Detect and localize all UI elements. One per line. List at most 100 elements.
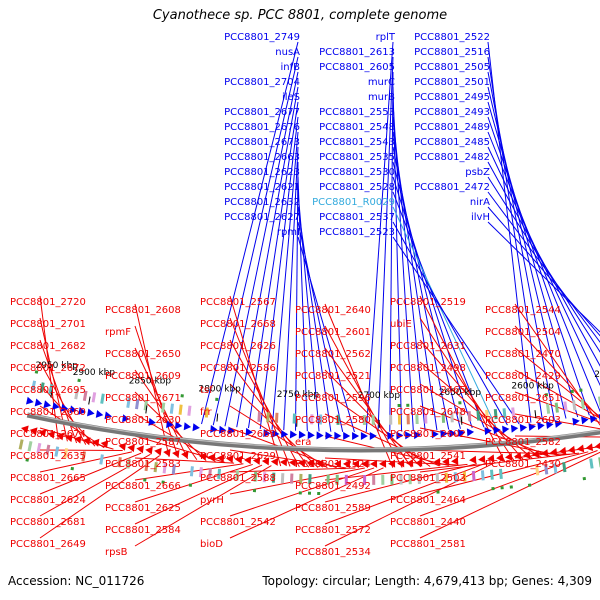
leader-line <box>419 451 589 495</box>
reverse-gene <box>306 459 315 468</box>
green-marker <box>215 397 219 402</box>
forward-gene <box>502 425 510 434</box>
forward-gene <box>589 415 598 424</box>
reverse-gene <box>496 453 504 462</box>
forward-gene <box>192 423 200 432</box>
cog-bar <box>81 451 87 462</box>
cog-bar <box>502 408 507 419</box>
forward-gene <box>449 429 457 438</box>
cog-bar <box>289 473 294 484</box>
forward-gene <box>307 431 315 440</box>
forward-gene-label: ilvH <box>471 212 490 223</box>
reverse-gene-label: PCC8801_2682 <box>10 341 86 352</box>
accession-label: Accession: NC_011726 <box>8 574 145 588</box>
forward-gene <box>405 431 413 440</box>
reverse-gene-label: PCC8801_2541 <box>390 451 466 462</box>
reverse-gene <box>74 435 82 444</box>
reverse-gene-label: PCC8801_2544 <box>485 305 561 316</box>
forward-gene <box>52 402 60 410</box>
cog-bar <box>498 468 503 480</box>
leader-line <box>39 455 161 539</box>
reverse-gene <box>100 440 109 449</box>
forward-gene <box>581 416 589 425</box>
forward-gene <box>554 420 563 428</box>
leader-line <box>212 56 299 426</box>
cog-bar <box>153 461 158 473</box>
reverse-gene <box>163 448 171 457</box>
leader-line <box>377 56 394 432</box>
reverse-gene-label: PCC8801_2596 <box>295 393 371 404</box>
green-marker <box>161 480 165 484</box>
reverse-gene-label: PCC8801_2521 <box>295 371 371 382</box>
cog-bar <box>169 403 174 414</box>
cog-bar <box>253 471 258 482</box>
cog-bar <box>126 397 131 408</box>
map-title: Cyanothece sp. PCC 8801, complete genome <box>152 8 448 23</box>
reverse-gene <box>270 457 279 466</box>
cog-bar <box>217 468 222 480</box>
forward-gene <box>396 431 404 440</box>
reverse-gene-label: rpsB <box>105 547 128 558</box>
reverse-gene <box>567 445 576 454</box>
reverse-gene-label: PCC8801_2464 <box>390 495 466 506</box>
cog-bar <box>589 458 594 469</box>
green-marker <box>298 491 302 495</box>
reverse-gene <box>199 452 207 461</box>
reverse-gene-label: PCC8801_2671 <box>105 393 181 404</box>
reverse-gene <box>397 459 405 468</box>
green-marker <box>579 388 583 392</box>
forward-gene-label: PCC8801_2505 <box>414 62 490 73</box>
green-marker <box>188 483 193 487</box>
cog-bar <box>144 460 149 472</box>
leader-line <box>229 467 365 495</box>
cog-bar <box>91 392 97 403</box>
cog-bar <box>18 439 24 450</box>
reverse-gene <box>252 456 261 465</box>
cog-bar <box>372 474 376 485</box>
forward-gene-label: PCC8801_2482 <box>414 152 490 163</box>
cog-bar <box>423 413 428 424</box>
leader-line <box>487 56 544 422</box>
forward-gene-label: PCC8801_2522 <box>414 32 490 43</box>
cog-bar <box>408 474 412 485</box>
forward-gene-label: rpmI <box>277 227 300 238</box>
leader-line <box>389 71 394 432</box>
reverse-gene-label: PCC8801_2440 <box>390 517 466 528</box>
leader-line <box>229 383 319 468</box>
cog-bar <box>54 446 60 457</box>
forward-gene-label: PCC8801_2516 <box>414 47 490 58</box>
reverse-gene-label: PCC8801_2503 <box>390 473 466 484</box>
backbone <box>26 412 600 453</box>
reverse-gene <box>361 460 368 468</box>
forward-gene <box>227 426 236 435</box>
leader-line <box>134 463 244 481</box>
cog-bar <box>415 413 419 425</box>
reverse-gene-label: PCC8801_2524 <box>295 459 371 470</box>
forward-gene <box>183 422 192 431</box>
forward-gene <box>440 430 448 438</box>
reverse-gene-label: PCC8801_2720 <box>10 297 86 308</box>
reverse-gene-label: pyrH <box>200 495 224 506</box>
cog-bar <box>493 408 498 420</box>
reverse-gene-label: PCC8801_2584 <box>105 525 181 536</box>
reverse-gene-label: PCC8801_2586 <box>200 363 276 374</box>
cog-bar <box>318 414 323 425</box>
reverse-gene-label: PCC8801_2567 <box>200 297 276 308</box>
reverse-gene-label: PCC8801_2672 <box>10 363 86 374</box>
leader-line <box>134 457 235 464</box>
tick-label: 2600 kbp <box>511 381 554 391</box>
cog-bar <box>444 472 449 483</box>
cog-bar <box>100 393 105 404</box>
cog-bar <box>435 473 440 484</box>
forward-gene-label: PCC8801_2627 <box>224 212 300 223</box>
reverse-gene-label: PCC8801_2649 <box>10 539 86 550</box>
leader-line <box>224 71 299 427</box>
forward-gene <box>528 423 536 431</box>
reverse-gene-label: PCC8801_2609 <box>105 371 181 382</box>
forward-gene <box>572 417 580 426</box>
forward-gene <box>245 427 253 436</box>
cog-bar <box>563 401 568 412</box>
reverse-gene <box>91 438 100 447</box>
leader-line <box>392 191 485 428</box>
forward-gene <box>219 425 227 434</box>
